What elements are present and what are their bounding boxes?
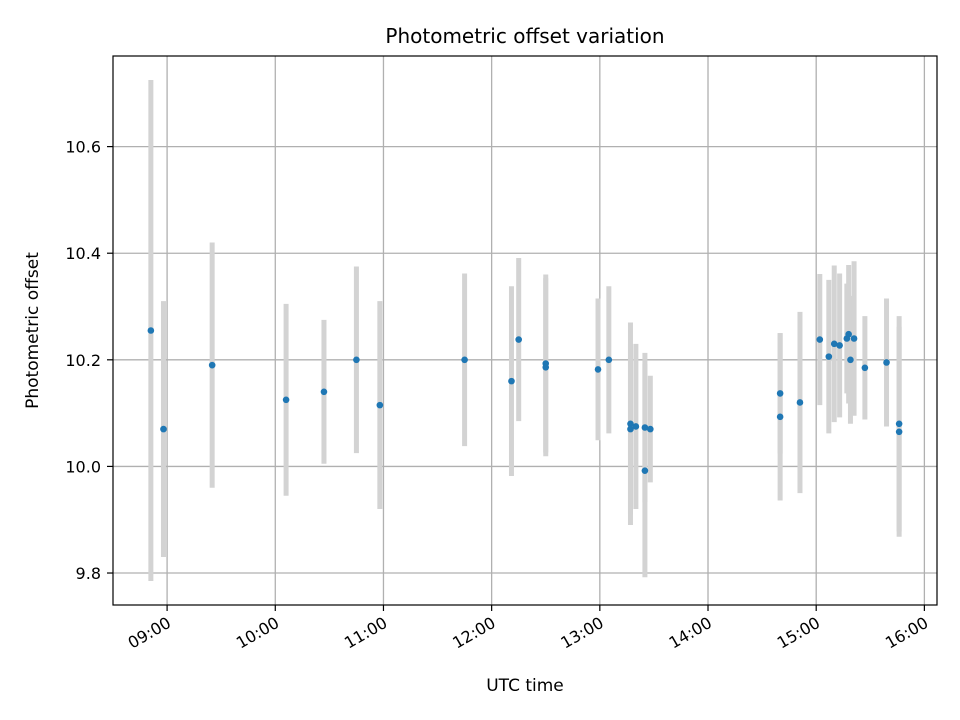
data-point <box>376 401 384 409</box>
data-point <box>776 413 784 421</box>
data-point <box>861 364 869 372</box>
y-tick-label: 10.0 <box>65 457 101 476</box>
data-point <box>282 396 290 404</box>
data-point <box>632 423 640 430</box>
x-axis-label: UTC time <box>486 676 564 696</box>
data-point <box>594 366 602 373</box>
data-point <box>353 356 360 364</box>
data-point <box>895 428 903 436</box>
data-point <box>776 390 784 397</box>
data-point <box>627 425 634 433</box>
data-point <box>208 361 216 369</box>
data-point <box>605 356 613 364</box>
data-point <box>515 336 522 343</box>
data-point <box>461 356 468 364</box>
data-point <box>883 359 890 366</box>
point-layer <box>147 327 903 474</box>
data-point <box>836 342 843 349</box>
data-point <box>320 388 328 396</box>
data-point <box>830 340 838 348</box>
data-point <box>895 420 903 428</box>
y-tick-label: 10.6 <box>65 138 101 157</box>
data-point <box>627 420 634 428</box>
data-point <box>147 327 155 334</box>
data-point <box>647 425 654 433</box>
data-point <box>641 467 649 474</box>
data-point <box>825 353 833 360</box>
data-point <box>816 336 824 343</box>
y-tick-label: 9.8 <box>76 564 101 583</box>
data-point <box>845 330 852 338</box>
y-axis-label: Photometric offset <box>23 252 43 409</box>
data-point <box>847 356 854 364</box>
data-point <box>160 425 167 433</box>
plot-frame <box>112 55 938 606</box>
data-point <box>641 424 649 431</box>
y-tick-label: 10.4 <box>65 244 101 263</box>
data-point <box>796 399 804 406</box>
data-point <box>542 363 550 371</box>
data-point <box>508 377 515 385</box>
chart-title: Photometric offset variation <box>385 24 664 48</box>
y-tick-label: 10.2 <box>65 351 101 370</box>
data-point <box>850 335 858 342</box>
